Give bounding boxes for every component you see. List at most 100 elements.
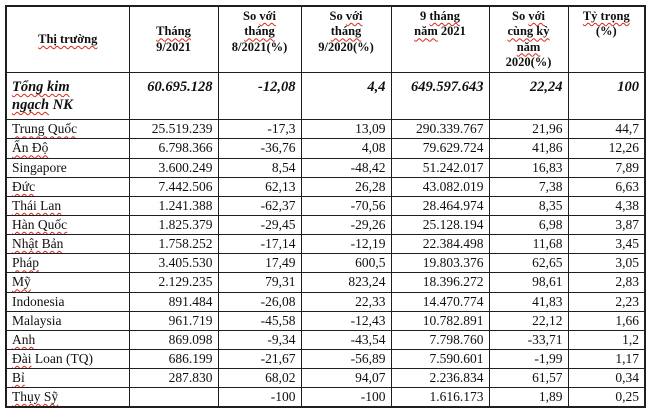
value-cell: 290.339.767 xyxy=(390,119,490,140)
column-header-share-percent: Tỷ trọng (%) xyxy=(567,5,646,73)
misspelled-word: Pháp xyxy=(12,255,39,271)
value-cell: 79.629.724 xyxy=(390,138,490,159)
value-cell: 1.241.388 xyxy=(128,195,219,217)
text-segment: Malaysia xyxy=(12,312,62,328)
value-cell: 7,89 xyxy=(567,157,646,178)
table-row: Hàn Quốc 1.825.379 -29,45 -29,26 25.128.194 6… xyxy=(5,215,646,236)
value-cell: -100 xyxy=(300,387,392,408)
value-cell: 1,89 xyxy=(488,387,569,408)
market-name-cell: Bỉ xyxy=(5,368,130,389)
misspelled-word: với xyxy=(345,9,363,23)
value-cell: 0,25 xyxy=(567,387,646,408)
misspelled-word: Anh xyxy=(12,331,36,347)
value-cell: 11,68 xyxy=(488,234,569,255)
value-cell: 600,5 xyxy=(300,253,392,274)
misspelled-word: Đài xyxy=(12,351,32,367)
table-row: Thụy Sỹ -100 -100 1.616.173 1,89 0,25 xyxy=(5,387,646,408)
misspelled-word: với xyxy=(259,9,276,23)
value-cell: 22.384.498 xyxy=(390,234,490,255)
text-segment: So xyxy=(243,9,260,23)
text-segment: So xyxy=(512,9,529,23)
value-cell: 12,26 xyxy=(567,138,646,159)
value-cell: 3,87 xyxy=(567,215,646,236)
value-cell: 16,83 xyxy=(488,157,569,178)
value-cell: 2.129.235 xyxy=(128,272,219,293)
value-cell: -100 xyxy=(217,387,302,408)
value-cell: 62,65 xyxy=(488,253,569,274)
value-cell: 891.484 xyxy=(128,291,219,312)
table-row: Đức 7.442.506 62,13 26,28 43.082.019 7,38 6,63 xyxy=(5,176,646,197)
value-cell: -1,99 xyxy=(488,349,569,370)
value-cell: 6.798.366 xyxy=(128,138,219,159)
misspelled-word: ngạch xyxy=(12,97,50,114)
value-cell: 3,45 xyxy=(567,234,646,255)
value-cell: 2,23 xyxy=(567,291,646,312)
text-segment: Loan (TQ) xyxy=(31,351,93,367)
misspelled-word: năm xyxy=(516,39,541,54)
text-segment: 9 xyxy=(420,9,430,23)
value-cell: 686.199 xyxy=(128,349,219,370)
value-cell: -70,56 xyxy=(300,195,392,217)
misspelled-word: Đức xyxy=(12,178,36,194)
misspelled-word: Trung Quốc xyxy=(12,121,78,137)
value-cell: 8,35 xyxy=(488,195,569,217)
total-value-cell: 649.597.643 xyxy=(390,71,490,121)
value-cell: 6,63 xyxy=(567,176,646,197)
market-name-cell: Đài Loan (TQ) xyxy=(5,349,130,370)
misspelled-word: Thị trường xyxy=(38,31,98,46)
table-row: Nhật Bản 1.758.252 -17,14 -12,19 22.384.498 1… xyxy=(5,234,646,255)
value-cell: -33,71 xyxy=(488,329,569,351)
text-segment: 2020(%) xyxy=(505,54,552,69)
column-header-vs-month-9-2020: So với tháng 9/2020(%) xyxy=(300,5,392,73)
misspelled-word: Bỉ xyxy=(12,370,25,386)
table-row: Anh 869.098 -9,34 -43,54 7.798.760 -33,71 1,2 xyxy=(5,329,646,351)
total-value-cell: 100 xyxy=(567,71,646,121)
market-name-cell: Mỹ xyxy=(5,272,130,293)
value-cell: 3,05 xyxy=(567,253,646,274)
market-name-cell: Nhật Bản xyxy=(5,234,130,255)
value-cell: 10.782.891 xyxy=(390,310,490,331)
value-cell: -29,26 xyxy=(300,215,392,236)
value-cell: -56,89 xyxy=(300,349,392,370)
misspelled-word: với xyxy=(528,9,545,23)
column-header-vs-same-period-2020: So với cùng kỳ năm 2020(%) xyxy=(488,5,569,73)
value-cell: 13,09 xyxy=(300,119,392,140)
table-row: Indonesia 891.484 -26,08 22,33 14.470.774 41,… xyxy=(5,291,646,312)
value-cell: 28.464.974 xyxy=(390,195,490,217)
value-cell: 26,28 xyxy=(300,176,392,197)
total-value-cell: -12,08 xyxy=(217,71,302,121)
value-cell: 961.719 xyxy=(128,310,219,331)
value-cell: 19.803.376 xyxy=(390,253,490,274)
table-row: Malaysia 961.719 -45,58 -12,43 10.782.891 22,… xyxy=(5,310,646,331)
misspelled-word: Ấn Độ xyxy=(12,140,49,156)
market-name-cell: Đức xyxy=(5,176,130,197)
value-cell xyxy=(128,387,219,408)
value-cell: -45,58 xyxy=(217,310,302,331)
value-cell: 79,31 xyxy=(217,272,302,293)
text-segment: 9/2021 xyxy=(156,39,191,54)
misspelled-word: tháng xyxy=(330,24,362,39)
market-name-cell: Singapore xyxy=(5,157,130,178)
market-name-cell: Hàn Quốc xyxy=(5,215,130,236)
value-cell: -62,37 xyxy=(217,195,302,217)
value-cell: -17,3 xyxy=(217,119,302,140)
market-name-cell: Thái Lan xyxy=(5,195,130,217)
text-segment: 2021 xyxy=(437,24,466,39)
value-cell: -29,45 xyxy=(217,215,302,236)
value-cell: 4,08 xyxy=(300,138,392,159)
misspelled-word: Tổng kim xyxy=(12,79,70,95)
table-row: Trung Quốc 25.519.239 -17,3 13,09 290.339.76… xyxy=(5,119,646,140)
market-name-cell: Malaysia xyxy=(5,310,130,331)
text-segment: NK xyxy=(49,97,73,114)
value-cell: 61,57 xyxy=(488,368,569,389)
value-cell: -48,42 xyxy=(300,157,392,178)
market-name-cell: Pháp xyxy=(5,253,130,274)
value-cell: 287.830 xyxy=(128,368,219,389)
text-segment: 9/2020(%) xyxy=(318,39,374,54)
market-name-cell: Trung Quốc xyxy=(5,119,130,140)
total-row-label: Tổng kim ngạch NK xyxy=(5,71,130,121)
text-segment: Singapore xyxy=(12,159,67,175)
market-name-cell: Indonesia xyxy=(5,291,130,312)
text-segment: (%) xyxy=(595,24,617,39)
